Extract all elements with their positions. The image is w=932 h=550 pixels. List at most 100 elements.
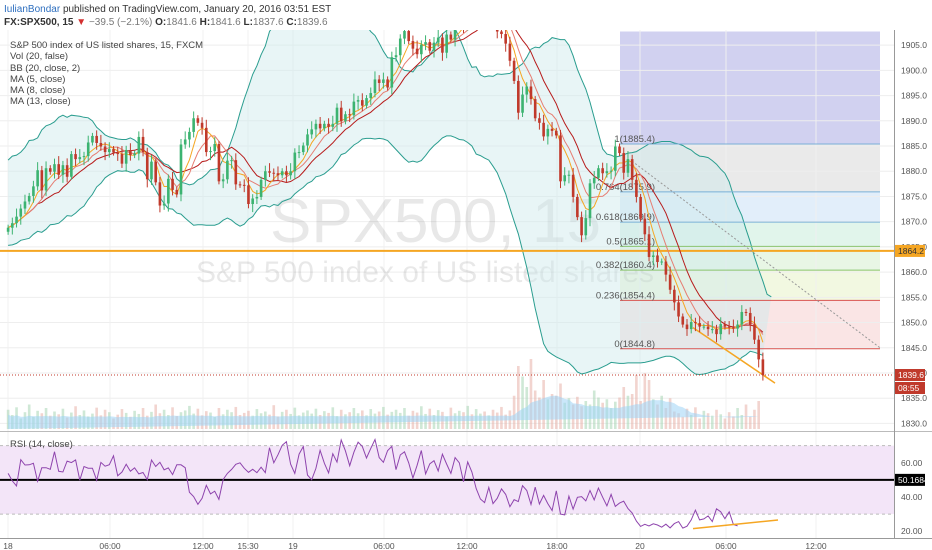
- candle-body: [369, 93, 373, 99]
- time-tick-label: 19: [288, 541, 298, 550]
- time-tick-label: 20: [635, 541, 645, 550]
- candle-body: [512, 60, 516, 81]
- close-label: C:: [286, 17, 297, 28]
- rsi-legend[interactable]: RSI (14, close): [10, 439, 73, 450]
- candle-body: [597, 168, 600, 178]
- change-arrow-icon: ▼: [76, 17, 87, 28]
- bollinger-lower: [8, 135, 764, 376]
- candle-body: [673, 289, 676, 303]
- time-tick-label: 06:00: [373, 541, 395, 550]
- fib-zone: [620, 270, 880, 301]
- candle-body: [40, 170, 44, 191]
- support-level-badge: 1864.2: [898, 246, 924, 256]
- price-tick-label: 1890.0: [901, 116, 927, 126]
- close-value: 1839.6: [296, 17, 328, 28]
- candle-body: [339, 107, 343, 122]
- candle-body: [221, 179, 225, 182]
- fib-level-label: 0.5(1865.1): [606, 236, 655, 247]
- candle-body: [647, 234, 651, 257]
- candle-body: [614, 146, 617, 171]
- chart-canvas[interactable]: SPX500, 15 S&P 500 index of US listed sh…: [0, 30, 932, 550]
- candle-body: [664, 261, 668, 275]
- candle-body: [605, 171, 609, 174]
- legend-item-ma13[interactable]: MA (13, close): [10, 96, 71, 108]
- price-tick-label: 1895.0: [901, 91, 927, 101]
- price-tick-label: 1875.0: [901, 191, 927, 201]
- candle-body: [234, 160, 238, 185]
- rsi-line: [7, 437, 738, 529]
- candle-body: [95, 135, 98, 143]
- candle-body: [398, 38, 402, 56]
- legend-item-ma5[interactable]: MA (5, close): [10, 73, 66, 85]
- candle-body: [188, 131, 191, 140]
- volume-bar: [664, 408, 668, 429]
- candle-body: [297, 152, 301, 154]
- candle-body: [411, 41, 415, 49]
- legend-item-ma8[interactable]: MA (8, close): [10, 85, 66, 97]
- candle-body: [242, 184, 246, 186]
- candle-body: [677, 302, 680, 317]
- candle-body: [255, 196, 259, 199]
- volume-bar: [702, 410, 706, 429]
- candle-body: [386, 79, 389, 88]
- volume-bar: [504, 414, 507, 429]
- volume-bar: [706, 413, 710, 429]
- fib-zone: [620, 143, 880, 192]
- candle-body: [259, 179, 263, 197]
- price-tick-label: 1905.0: [901, 40, 927, 50]
- time-tick-label: 15:30: [237, 541, 259, 550]
- candle-body: [44, 168, 48, 191]
- legend-item-bollinger[interactable]: BB (20, close, 2): [10, 62, 81, 74]
- candle-body: [432, 42, 436, 51]
- volume-bar: [643, 373, 647, 429]
- candle-body: [82, 156, 86, 158]
- volume-bar: [512, 395, 516, 429]
- publish-line: IulianBondar published on TradingView.co…: [4, 4, 331, 16]
- countdown-badge-bg: [895, 382, 925, 395]
- candle-body: [318, 123, 322, 129]
- candle-body: [588, 183, 592, 219]
- price-trendline: [692, 326, 776, 384]
- candle-body: [542, 122, 545, 137]
- candle-body: [108, 149, 111, 153]
- price-tick-label: 1835.0: [901, 393, 927, 403]
- candle-body: [183, 139, 187, 145]
- legend-item-volume[interactable]: Vol (20, false): [10, 51, 69, 63]
- candle-body: [213, 143, 217, 152]
- candle-body: [116, 152, 120, 155]
- candle-body: [61, 165, 65, 175]
- candle-body: [630, 159, 634, 180]
- fib-zone: [620, 31, 880, 144]
- candle-body: [74, 154, 77, 160]
- candle-body: [141, 136, 145, 153]
- volume-bar: [727, 412, 731, 429]
- candle-body: [420, 44, 423, 55]
- candle-body: [668, 274, 672, 290]
- volume-bar: [677, 413, 680, 429]
- candle-body: [508, 43, 512, 61]
- candle-body: [723, 324, 727, 327]
- rsi-value-badge-bg: [895, 473, 925, 486]
- author-link[interactable]: IulianBondar: [4, 4, 61, 15]
- candle-body: [301, 145, 305, 153]
- candle-body: [230, 160, 233, 162]
- candle-body: [626, 159, 630, 173]
- candle-body: [609, 170, 613, 172]
- candle-body: [154, 161, 157, 183]
- candle-body: [504, 34, 507, 44]
- candle-body: [53, 164, 56, 172]
- volume-bar: [681, 416, 685, 429]
- candle-body: [681, 316, 685, 325]
- candle-body: [567, 174, 571, 176]
- candle-body: [272, 172, 276, 174]
- candle-body: [424, 42, 427, 45]
- candle-body: [500, 31, 503, 35]
- candle-body: [238, 184, 242, 186]
- volume-bar: [685, 408, 689, 429]
- volume-bar: [732, 416, 735, 429]
- candle-body: [740, 311, 744, 325]
- price-tick-label: 1870.0: [901, 217, 927, 227]
- candle-body: [428, 42, 432, 51]
- candle-body: [441, 37, 444, 53]
- candle-body: [162, 203, 166, 206]
